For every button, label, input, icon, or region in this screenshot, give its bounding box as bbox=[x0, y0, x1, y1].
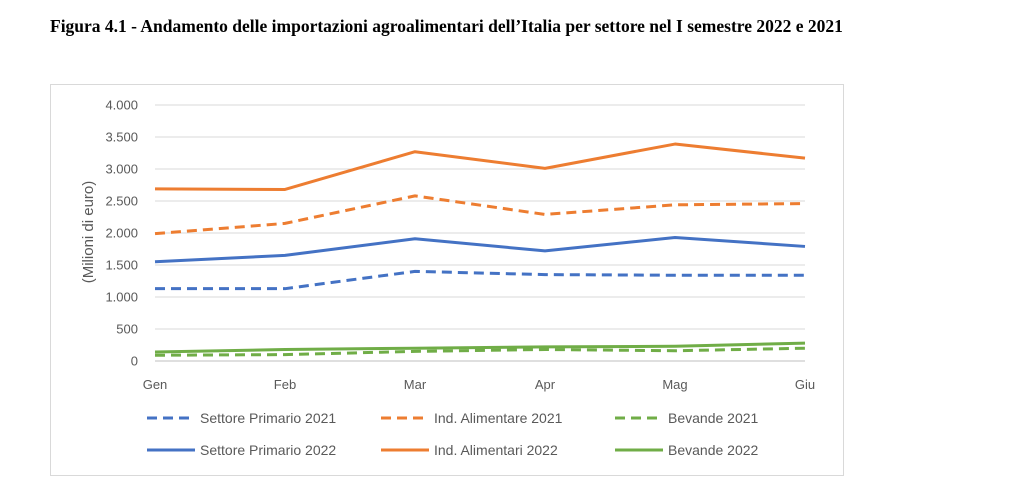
legend-item: Settore Primario 2021 bbox=[147, 410, 336, 426]
y-axis-label: (Milioni di euro) bbox=[80, 181, 97, 284]
y-tick-label: 3.000 bbox=[105, 162, 138, 177]
y-tick-label: 2.000 bbox=[105, 226, 138, 241]
x-tick-label: Giu bbox=[795, 377, 815, 392]
series-line-bevande-2022 bbox=[154, 341, 806, 354]
legend-label: Bevande 2021 bbox=[668, 410, 759, 426]
y-tick-label: 4.000 bbox=[105, 98, 138, 113]
y-tick-label: 1.500 bbox=[105, 258, 138, 273]
legend-label: Ind. Alimentari 2022 bbox=[434, 442, 558, 458]
series-lines bbox=[154, 142, 806, 357]
series-line-settore-primario-2022 bbox=[154, 235, 806, 264]
y-tick-label: 500 bbox=[116, 322, 138, 337]
figure-title: Figura 4.1 - Andamento delle importazion… bbox=[50, 16, 843, 36]
legend: Settore Primario 2021 Ind. Alimentare 202… bbox=[147, 410, 759, 458]
y-tick-label: 1.000 bbox=[105, 290, 138, 305]
legend-label: Ind. Alimentare 2021 bbox=[434, 410, 563, 426]
gridlines bbox=[155, 104, 805, 362]
legend-item: Bevande 2021 bbox=[615, 410, 759, 426]
legend-item: Settore Primario 2022 bbox=[147, 442, 336, 458]
series-line-bevande-2021 bbox=[154, 346, 806, 357]
legend-label: Settore Primario 2022 bbox=[200, 442, 336, 458]
series-line-ind-alimentare-2021 bbox=[154, 194, 806, 236]
legend-label: Bevande 2022 bbox=[668, 442, 759, 458]
x-tick-label: Gen bbox=[143, 377, 168, 392]
x-tick-label: Feb bbox=[274, 377, 296, 392]
legend-item: Bevande 2022 bbox=[615, 442, 759, 458]
y-tick-label: 3.500 bbox=[105, 130, 138, 145]
x-axis-ticks: Gen Feb Mar Apr Mag Giu bbox=[143, 377, 815, 392]
series-line-settore-primario-2021 bbox=[155, 269, 805, 291]
legend-item: Ind. Alimentare 2021 bbox=[381, 410, 563, 426]
x-tick-label: Mar bbox=[404, 377, 427, 392]
x-tick-label: Apr bbox=[535, 377, 556, 392]
series-line-ind-alimentari-2022 bbox=[154, 142, 806, 191]
legend-label: Settore Primario 2021 bbox=[200, 410, 336, 426]
y-tick-label: 2.500 bbox=[105, 194, 138, 209]
x-tick-label: Mag bbox=[662, 377, 687, 392]
y-tick-label: 0 bbox=[131, 354, 138, 369]
legend-item: Ind. Alimentari 2022 bbox=[381, 442, 558, 458]
y-axis-ticks: 0 500 1.000 1.500 2.000 2.500 3.000 3.500 4.000 bbox=[105, 98, 138, 369]
